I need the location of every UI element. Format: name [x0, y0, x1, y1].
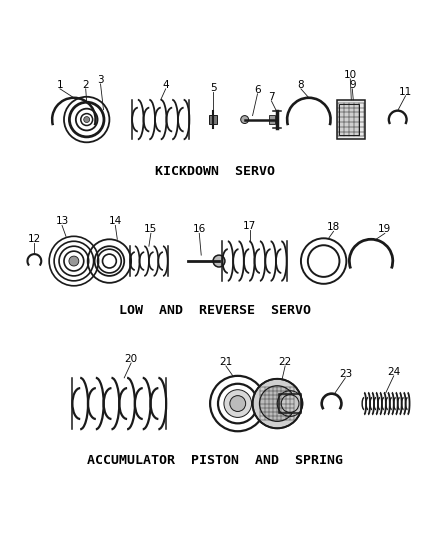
Text: 14: 14 [109, 216, 122, 227]
Circle shape [69, 256, 79, 266]
Bar [209, 115, 217, 125]
Text: 11: 11 [399, 87, 412, 97]
Text: 9: 9 [349, 80, 356, 90]
Text: 4: 4 [162, 80, 169, 90]
Bar [279, 394, 301, 414]
Text: KICKDOWN  SERVO: KICKDOWN SERVO [155, 165, 275, 177]
Text: 19: 19 [378, 224, 392, 235]
Circle shape [213, 255, 225, 267]
Text: 15: 15 [144, 224, 158, 235]
Text: 8: 8 [298, 80, 304, 90]
Circle shape [84, 117, 90, 123]
Circle shape [224, 390, 251, 417]
Text: 24: 24 [387, 367, 400, 377]
Bar [337, 100, 365, 139]
Text: 22: 22 [279, 357, 292, 367]
Text: 13: 13 [55, 216, 69, 227]
Text: 10: 10 [344, 70, 357, 80]
Text: 17: 17 [243, 221, 256, 231]
Circle shape [259, 386, 295, 422]
Text: 5: 5 [210, 83, 216, 93]
Text: 20: 20 [124, 354, 138, 364]
Bar [339, 104, 359, 135]
Text: LOW  AND  REVERSE  SERVO: LOW AND REVERSE SERVO [119, 304, 311, 317]
Text: 21: 21 [219, 357, 233, 367]
Text: 2: 2 [82, 80, 89, 90]
Text: ACCUMULATOR  PISTON  AND  SPRING: ACCUMULATOR PISTON AND SPRING [87, 455, 343, 467]
Text: 12: 12 [28, 235, 41, 244]
Text: 3: 3 [97, 75, 104, 85]
Text: 7: 7 [268, 92, 275, 102]
Text: 1: 1 [57, 80, 64, 90]
Circle shape [253, 379, 302, 429]
Circle shape [241, 116, 249, 124]
Text: 16: 16 [193, 224, 206, 235]
Circle shape [230, 395, 246, 411]
Text: 23: 23 [339, 369, 352, 379]
Text: 6: 6 [254, 85, 261, 95]
Bar [269, 115, 275, 125]
Text: 18: 18 [327, 222, 340, 232]
